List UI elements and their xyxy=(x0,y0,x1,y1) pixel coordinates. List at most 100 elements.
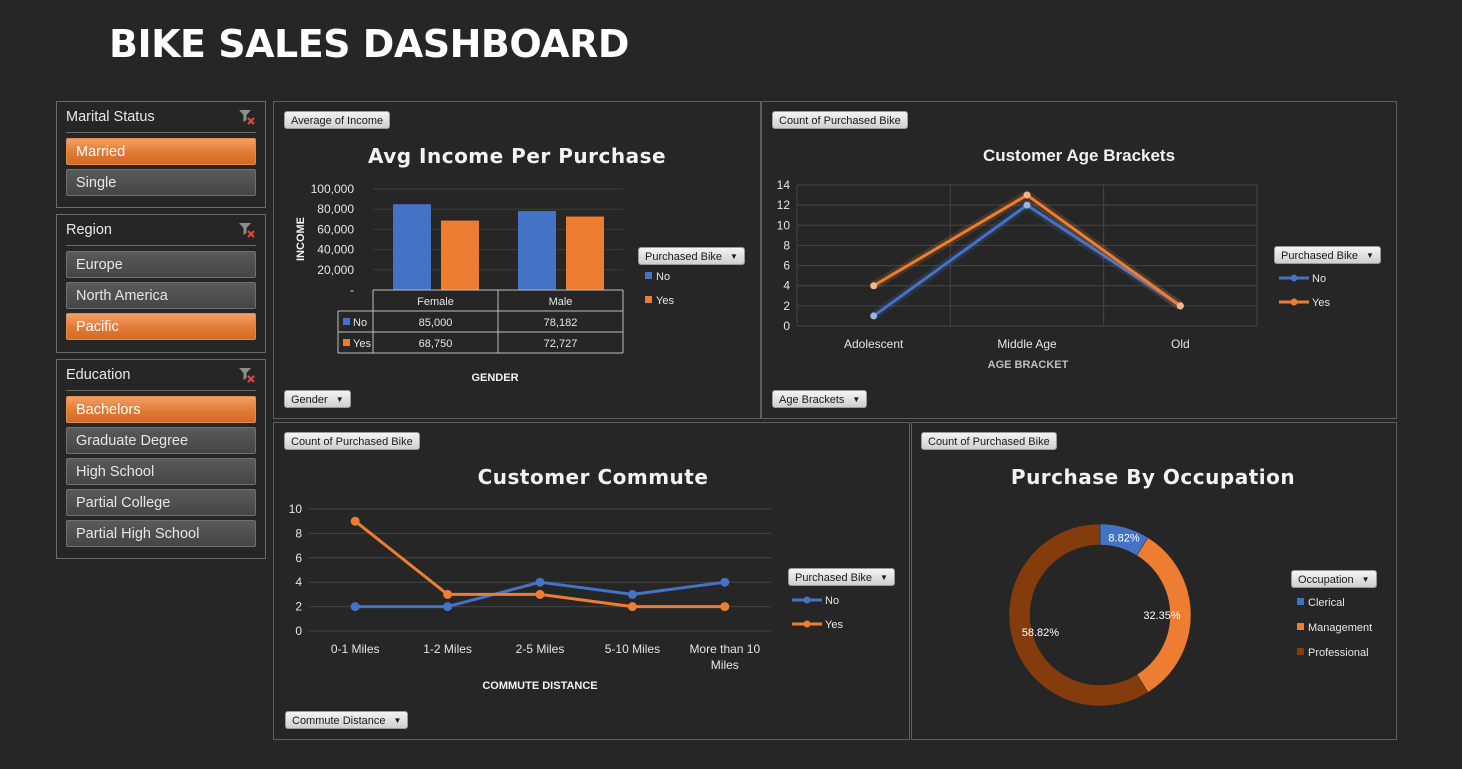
gender-field-button[interactable]: Gender ▼ xyxy=(284,390,351,408)
slicer-item-single[interactable]: Single xyxy=(66,169,256,196)
slicer-item-north-america[interactable]: North America xyxy=(66,282,256,309)
field-button-label: Count of Purchased Bike xyxy=(291,436,413,448)
y-tick-label: 20,000 xyxy=(317,263,354,277)
commute-distance-field-button[interactable]: Commute Distance ▼ xyxy=(285,711,409,729)
data-point-no xyxy=(870,312,878,320)
legend-label-no: No xyxy=(825,595,839,607)
field-button-label: Gender xyxy=(291,394,328,406)
average-income-field-button[interactable]: Average of Income xyxy=(284,111,391,129)
purchased-bike-legend-button[interactable]: Purchased Bike ▼ xyxy=(638,247,745,265)
legend-label-clerical: Clerical xyxy=(1308,597,1345,609)
legend-key-yes xyxy=(343,339,350,346)
slicer-item-graduate-degree[interactable]: Graduate Degree xyxy=(66,427,256,454)
data-label-clerical: 8.82% xyxy=(1108,533,1139,545)
legend-label-no: No xyxy=(1312,273,1326,285)
y-tick-label: 80,000 xyxy=(317,202,354,216)
region-slicer: Region Europe North America Pacific xyxy=(56,214,266,353)
occupation-legend-button[interactable]: Occupation ▼ xyxy=(1291,570,1377,588)
purchased-bike-legend-button[interactable]: Purchased Bike ▼ xyxy=(788,568,895,586)
y-tick-label: 8 xyxy=(783,238,790,252)
data-point-yes xyxy=(1023,191,1031,199)
legend-swatch-professional xyxy=(1297,648,1304,655)
x-tick-label: Middle Age xyxy=(997,337,1057,351)
count-purchased-field-button[interactable]: Count of Purchased Bike xyxy=(284,432,420,450)
data-label-management: 32.35% xyxy=(1143,610,1181,622)
data-point-no xyxy=(443,602,453,612)
legend-label-professional: Professional xyxy=(1308,647,1369,659)
table-cell: 85,000 xyxy=(419,317,453,329)
field-button-label: Average of Income xyxy=(291,115,384,127)
data-point-yes xyxy=(870,282,878,290)
legend-key-no xyxy=(343,318,350,325)
y-tick-label: 10 xyxy=(777,218,791,232)
chart-title: Avg Income Per Purchase xyxy=(368,144,666,168)
age-brackets-field-button[interactable]: Age Brackets ▼ xyxy=(772,390,868,408)
slicer-title: Marital Status xyxy=(66,109,155,125)
y-tick-label: - xyxy=(350,283,354,297)
legend-label-no: No xyxy=(656,271,670,283)
data-point-yes xyxy=(443,589,453,599)
education-slicer: Education Bachelors Graduate Degree High S… xyxy=(56,359,266,559)
clear-filter-icon[interactable] xyxy=(238,366,256,384)
series-line-yes xyxy=(872,193,1182,308)
slicer-title: Region xyxy=(66,222,112,238)
clear-filter-icon[interactable] xyxy=(238,221,256,239)
legend-marker-no xyxy=(1290,274,1298,282)
data-point-no xyxy=(535,577,545,587)
bar-no-female xyxy=(393,204,431,290)
data-point-no xyxy=(627,589,637,599)
y-axis-label: INCOME xyxy=(295,217,307,261)
bar-yes-male xyxy=(566,216,604,290)
slicer-item-pacific[interactable]: Pacific xyxy=(66,313,256,340)
slicer-item-partial-high-school[interactable]: Partial High School xyxy=(66,520,256,547)
slicer-item-high-school[interactable]: High School xyxy=(66,458,256,485)
legend-label-yes: Yes xyxy=(1312,297,1330,309)
age-chart: Customer Age Brackets AGE BRACKET 0 2 4 6 8 1… xyxy=(777,146,1331,371)
dropdown-arrow-icon: ▼ xyxy=(335,395,344,404)
y-tick-label: 4 xyxy=(783,279,790,293)
bar-yes-female xyxy=(441,220,479,290)
occupation-chart: Purchase By Occupation 8.82% 32.35% 58.82%… xyxy=(1008,465,1372,707)
donut-slice-professional xyxy=(1008,523,1149,707)
x-tick-label: More than 10 xyxy=(689,642,760,656)
y-tick-label: 6 xyxy=(295,551,302,565)
y-tick-label: 8 xyxy=(295,526,302,540)
legend-swatch-clerical xyxy=(1297,598,1304,605)
x-tick-label: 5-10 Miles xyxy=(605,642,660,656)
count-purchased-field-button[interactable]: Count of Purchased Bike xyxy=(921,432,1057,450)
field-button-label: Purchased Bike xyxy=(1281,250,1359,262)
slicer-item-bachelors[interactable]: Bachelors xyxy=(66,396,256,423)
slicer-item-partial-college[interactable]: Partial College xyxy=(66,489,256,516)
occupation-chart-panel: Count of Purchased Bike Purchase By Occu… xyxy=(911,422,1397,740)
y-tick-label: 4 xyxy=(295,575,302,589)
dropdown-arrow-icon: ▼ xyxy=(1366,251,1374,260)
field-button-label: Count of Purchased Bike xyxy=(928,436,1050,448)
dropdown-arrow-icon: ▼ xyxy=(393,716,402,725)
legend-swatch-no xyxy=(645,272,652,279)
y-tick-label: 0 xyxy=(783,319,790,333)
dashboard-title: BIKE SALES DASHBOARD xyxy=(109,22,629,66)
slicer-item-married[interactable]: Married xyxy=(66,138,256,165)
y-tick-label: 2 xyxy=(783,299,790,313)
x-tick-label: 1-2 Miles xyxy=(423,642,472,656)
y-tick-label: 6 xyxy=(783,259,790,273)
field-button-label: Purchased Bike xyxy=(645,251,723,263)
x-axis-label: GENDER xyxy=(471,372,518,384)
field-button-label: Age Brackets xyxy=(779,394,845,406)
clear-filter-icon[interactable] xyxy=(238,108,256,126)
table-header-male: Male xyxy=(549,296,573,308)
slicer-item-europe[interactable]: Europe xyxy=(66,251,256,278)
table-row-label: No xyxy=(353,317,367,329)
table-cell: 68,750 xyxy=(419,338,453,350)
count-purchased-field-button[interactable]: Count of Purchased Bike xyxy=(772,111,908,129)
dropdown-arrow-icon: ▼ xyxy=(880,573,888,582)
income-chart: Avg Income Per Purchase INCOME GENDER - 2… xyxy=(295,144,674,384)
field-button-label: Count of Purchased Bike xyxy=(779,115,901,127)
x-tick-label: Miles xyxy=(711,658,739,672)
legend-marker-no xyxy=(803,596,811,604)
purchased-bike-legend-button[interactable]: Purchased Bike ▼ xyxy=(1274,246,1381,264)
commute-chart: Customer Commute COMMUTE DISTANCE 0 2 4 6 8 1… xyxy=(289,465,844,692)
data-point-no xyxy=(350,602,360,612)
table-header-female: Female xyxy=(417,296,454,308)
y-tick-label: 10 xyxy=(289,502,303,516)
